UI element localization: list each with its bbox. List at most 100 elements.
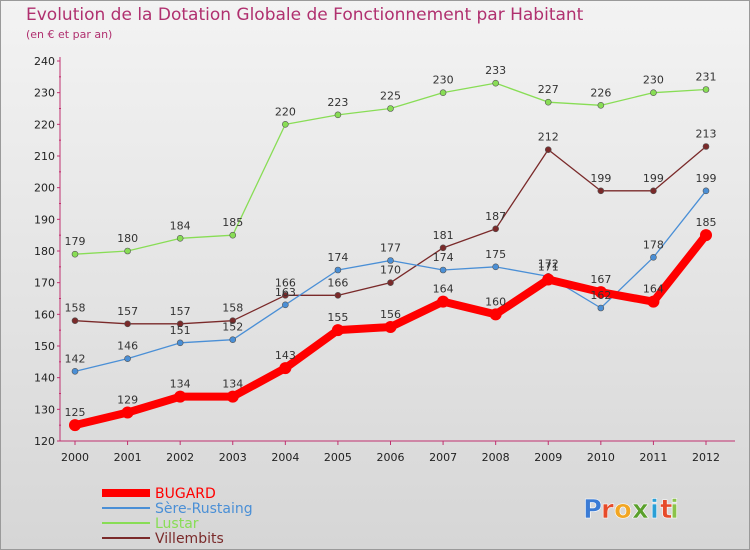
data-label-lustar: 226 (590, 86, 611, 99)
chart-subtitle: (en € et par an) (26, 28, 112, 41)
data-label-villembits: 158 (65, 302, 86, 315)
data-label-villembits: 199 (643, 172, 664, 185)
data-point-s-re-rustaing (282, 301, 289, 309)
data-point-villembits (71, 317, 79, 324)
data-label-lustar: 179 (65, 235, 86, 248)
data-point-bugard (226, 390, 239, 403)
data-point-s-re-rustaing (71, 368, 79, 375)
data-label-villembits: 170 (380, 264, 401, 277)
data-point-villembits (334, 292, 342, 299)
proxiti-logo: Pr o x i ti (583, 495, 680, 526)
y-tick-label: 180 (34, 245, 55, 258)
brand-letter: x (632, 495, 649, 525)
data-label-bugard: 156 (380, 308, 401, 321)
y-tick-label: 190 (34, 213, 55, 226)
y-tick-label: 170 (34, 277, 55, 290)
y-tick-label: 150 (34, 340, 55, 353)
data-label-bugard: 134 (170, 378, 191, 391)
data-label-lustar: 184 (170, 219, 191, 232)
data-point-lustar (387, 105, 394, 112)
x-tick-label: 2002 (166, 451, 194, 464)
data-point-bugard (542, 273, 555, 286)
data-point-lustar (439, 89, 447, 96)
y-tick-label: 210 (34, 150, 55, 163)
data-label-villembits: 199 (590, 172, 611, 185)
data-label-s-re-rustaing: 142 (65, 352, 86, 365)
data-label-villembits: 166 (327, 276, 348, 289)
x-tick-label: 2012 (692, 451, 720, 464)
data-label-lustar: 230 (643, 74, 664, 87)
data-point-bugard (121, 406, 134, 419)
data-point-villembits (597, 187, 605, 195)
x-tick-label: 2008 (482, 451, 510, 464)
x-tick-label: 2007 (429, 451, 457, 464)
data-point-s-re-rustaing (387, 257, 394, 264)
data-label-villembits: 166 (275, 276, 296, 289)
x-tick-label: 2001 (114, 451, 142, 464)
x-tick-label: 2000 (61, 451, 89, 464)
data-label-lustar: 185 (222, 216, 243, 229)
data-label-bugard: 171 (538, 261, 559, 274)
data-point-s-re-rustaing (229, 336, 237, 343)
data-point-bugard (279, 362, 292, 375)
data-point-villembits (124, 320, 131, 328)
data-point-villembits (439, 244, 447, 252)
brand-letter: t (660, 495, 672, 525)
data-point-lustar (71, 250, 79, 258)
data-point-villembits (544, 146, 552, 153)
data-label-bugard: 185 (696, 216, 717, 229)
data-label-villembits: 157 (117, 305, 138, 318)
data-point-s-re-rustaing (650, 254, 657, 261)
data-point-lustar (334, 111, 342, 119)
data-labels: 125 129 134 134 143 155 156 164 160 171 167 164 185 1… (65, 64, 717, 419)
x-tick-label: 2011 (639, 451, 667, 464)
data-point-villembits (650, 187, 657, 195)
brand-letter: r (601, 495, 614, 525)
data-label-lustar: 180 (117, 232, 138, 245)
data-point-bugard (594, 286, 607, 299)
legend-label-lustar: Lustar (155, 516, 199, 532)
data-label-villembits: 213 (696, 128, 717, 141)
data-point-s-re-rustaing (439, 266, 447, 274)
y-tick-label: 220 (34, 118, 55, 131)
data-point-lustar (229, 231, 237, 239)
data-point-lustar (702, 86, 710, 93)
data-point-lustar (597, 102, 605, 109)
data-label-lustar: 220 (275, 105, 296, 118)
data-label-bugard: 160 (485, 295, 506, 308)
data-point-s-re-rustaing (124, 355, 131, 362)
brand-letter: i (650, 495, 659, 525)
data-label-bugard: 134 (222, 378, 243, 391)
y-tick-label: 200 (34, 182, 55, 195)
data-label-s-re-rustaing: 177 (380, 242, 401, 255)
data-label-lustar: 233 (485, 64, 506, 77)
chart-title: Evolution de la Dotation Globale de Fonc… (26, 5, 584, 25)
data-label-s-re-rustaing: 175 (485, 248, 506, 261)
data-label-bugard: 155 (327, 311, 348, 324)
x-tick-label: 2010 (587, 451, 615, 464)
data-label-s-re-rustaing: 151 (170, 324, 191, 337)
data-point-s-re-rustaing (492, 263, 499, 271)
data-point-villembits (387, 279, 394, 286)
data-label-lustar: 230 (433, 74, 454, 87)
data-point-bugard (700, 229, 712, 242)
data-point-s-re-rustaing (597, 304, 605, 312)
legend-label-bugard: BUGARD (155, 486, 216, 502)
data-label-s-re-rustaing: 163 (275, 286, 296, 299)
data-point-bugard (384, 321, 397, 333)
y-tick-label: 240 (34, 55, 55, 68)
data-label-bugard: 129 (117, 394, 138, 407)
data-label-lustar: 223 (327, 96, 348, 109)
data-point-bugard (489, 308, 502, 321)
data-label-s-re-rustaing: 178 (643, 238, 664, 251)
data-point-s-re-rustaing (702, 187, 710, 195)
data-label-bugard: 167 (590, 273, 611, 286)
data-label-villembits: 158 (222, 302, 243, 315)
data-label-s-re-rustaing: 174 (327, 251, 348, 264)
data-label-bugard: 164 (433, 283, 454, 296)
data-point-bugard (331, 324, 344, 337)
data-label-s-re-rustaing: 199 (696, 172, 717, 185)
data-label-s-re-rustaing: 152 (222, 321, 243, 334)
